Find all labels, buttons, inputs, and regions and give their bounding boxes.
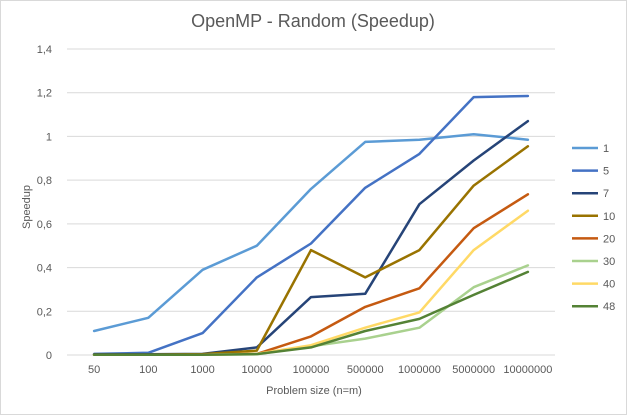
- y-axis-title: Speedup: [21, 185, 33, 229]
- legend-item: 7: [572, 188, 609, 200]
- x-tick-label: 1000000: [398, 364, 441, 376]
- series-line-20: [92, 193, 530, 357]
- y-tick-label: 0,2: [37, 306, 52, 318]
- legend-label: 10: [603, 211, 615, 223]
- legend-item: 20: [572, 233, 615, 245]
- y-tick-label: 0: [46, 350, 52, 362]
- y-tick-label: 1,2: [37, 88, 52, 100]
- legend-label: 40: [603, 279, 615, 291]
- series-line-40: [92, 209, 530, 357]
- legend-label: 1: [603, 143, 609, 155]
- x-tick-label: 100: [139, 364, 157, 376]
- x-axis-title: Problem size (n=m): [266, 385, 362, 397]
- gridlines: [67, 48, 555, 356]
- legend-label: 48: [603, 301, 615, 313]
- legend: 1 5 7 10 20 30 40 48: [572, 143, 615, 313]
- x-tick-label: 1000: [190, 364, 214, 376]
- y-tick-label: 1: [46, 131, 52, 143]
- series-line-48: [92, 270, 530, 357]
- chart-title: OpenMP - Random (Speedup): [191, 11, 435, 31]
- series-line-1: [92, 132, 530, 333]
- y-tick-label: 1,4: [37, 44, 52, 56]
- series-line-5: [92, 94, 530, 356]
- legend-label: 20: [603, 233, 615, 245]
- legend-item: 30: [572, 256, 615, 268]
- x-tick-label: 10000: [241, 364, 272, 376]
- legend-item: 48: [572, 301, 615, 313]
- x-tick-label: 50: [88, 364, 100, 376]
- x-tick-label: 500000: [347, 364, 384, 376]
- legend-item: 1: [572, 143, 609, 155]
- x-tick-label: 10000000: [503, 364, 552, 376]
- series-lines: [92, 94, 530, 357]
- y-axis-ticks: 0 0,2 0,4 0,6 0,8 1 1,2 1,4: [37, 44, 52, 362]
- y-tick-label: 0,8: [37, 175, 52, 187]
- x-axis-ticks: 50 100 1000 10000 100000 500000 1000000 5000000…: [88, 364, 552, 376]
- legend-label: 7: [603, 188, 609, 200]
- legend-item: 5: [572, 166, 609, 178]
- legend-item: 10: [572, 211, 615, 223]
- y-tick-label: 0,4: [37, 263, 52, 275]
- x-tick-label: 5000000: [452, 364, 495, 376]
- series-line-30: [92, 264, 530, 357]
- legend-label: 30: [603, 256, 615, 268]
- legend-item: 40: [572, 279, 615, 291]
- x-tick-label: 100000: [293, 364, 330, 376]
- legend-label: 5: [603, 166, 609, 178]
- y-tick-label: 0,6: [37, 219, 52, 231]
- series-line-7: [92, 119, 530, 356]
- series-line-10: [92, 145, 530, 356]
